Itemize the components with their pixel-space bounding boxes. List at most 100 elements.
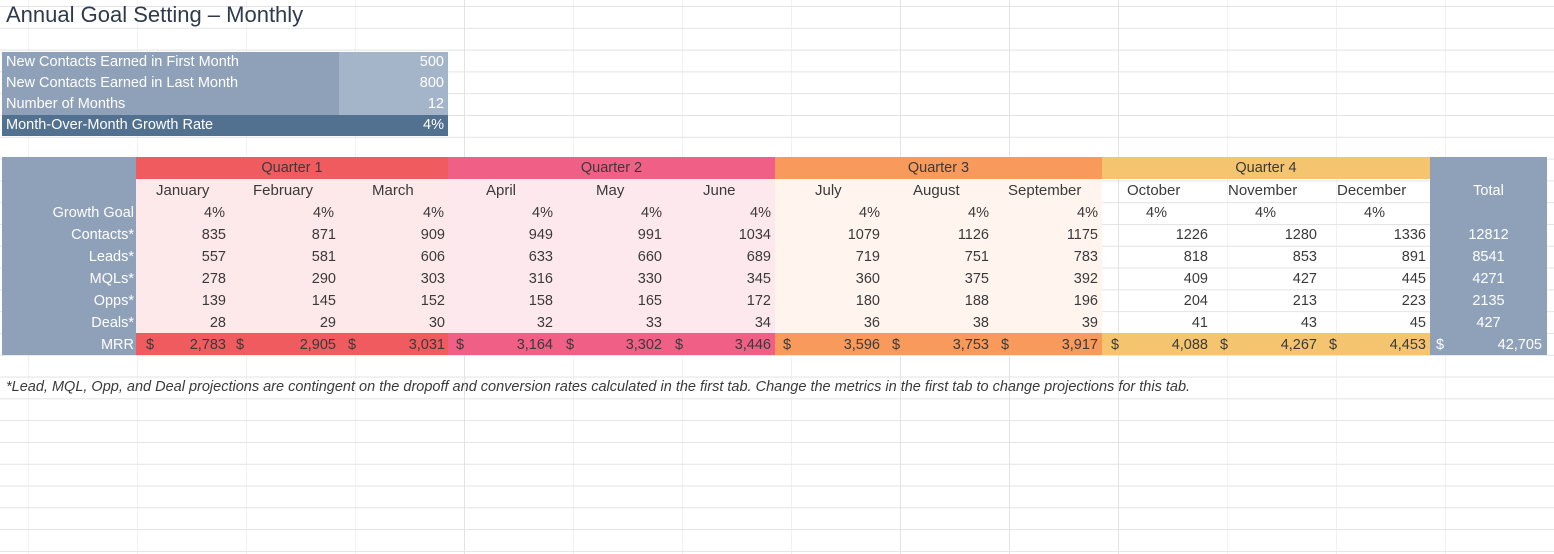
contacts-cell[interactable]: 1034 (738, 227, 771, 243)
opps-cell[interactable]: 180 (855, 293, 880, 309)
summary-value-first-month[interactable]: 500 (339, 52, 448, 73)
contacts-cell[interactable]: 835 (201, 227, 226, 243)
summary-label-growth-rate[interactable]: Month-Over-Month Growth Rate (2, 115, 339, 136)
leads-cell[interactable]: 818 (1183, 249, 1208, 265)
deals-cell[interactable]: 38 (972, 315, 989, 331)
total-opps[interactable]: 2135 (1472, 293, 1505, 309)
opps-cell[interactable]: 152 (420, 293, 445, 309)
quarter-2-header[interactable]: Quarter 2 (448, 157, 775, 179)
month-header[interactable]: June (703, 182, 736, 199)
contacts-cell[interactable]: 1280 (1284, 227, 1317, 243)
mrr-cell[interactable]: 3,446 (734, 337, 771, 353)
leads-cell[interactable]: 660 (637, 249, 662, 265)
contacts-cell[interactable]: 1226 (1175, 227, 1208, 243)
growth-goal-cell[interactable]: 4% (204, 205, 225, 221)
mqls-cell[interactable]: 303 (420, 271, 445, 287)
leads-cell[interactable]: 891 (1401, 249, 1426, 265)
mrr-cell[interactable]: 3,031 (408, 337, 445, 353)
mrr-cell[interactable]: 3,753 (952, 337, 989, 353)
opps-cell[interactable]: 158 (528, 293, 553, 309)
mqls-cell[interactable]: 330 (637, 271, 662, 287)
contacts-cell[interactable]: 1126 (957, 227, 989, 243)
deals-cell[interactable]: 28 (209, 315, 226, 331)
leads-cell[interactable]: 557 (201, 249, 226, 265)
contacts-cell[interactable]: 909 (420, 227, 445, 243)
growth-goal-cell[interactable]: 4% (1364, 205, 1385, 221)
leads-cell[interactable]: 751 (964, 249, 989, 265)
month-header[interactable]: April (486, 182, 517, 199)
leads-cell[interactable]: 853 (1292, 249, 1317, 265)
mqls-cell[interactable]: 375 (964, 271, 989, 287)
mqls-cell[interactable]: 290 (311, 271, 336, 287)
mqls-cell[interactable]: 392 (1073, 271, 1098, 287)
deals-cell[interactable]: 34 (754, 315, 771, 331)
quarter-3-header[interactable]: Quarter 3 (775, 157, 1102, 179)
summary-label-first-month[interactable]: New Contacts Earned in First Month (2, 52, 339, 73)
contacts-cell[interactable]: 1336 (1393, 227, 1426, 243)
leads-cell[interactable]: 606 (420, 249, 445, 265)
total-mqls[interactable]: 4271 (1472, 271, 1505, 287)
opps-cell[interactable]: 196 (1073, 293, 1098, 309)
leads-cell[interactable]: 719 (855, 249, 880, 265)
leads-cell[interactable]: 633 (528, 249, 553, 265)
quarter-4-header[interactable]: Quarter 4 (1102, 157, 1430, 179)
deals-cell[interactable]: 33 (645, 315, 662, 331)
leads-cell[interactable]: 689 (746, 249, 771, 265)
contacts-cell[interactable]: 949 (528, 227, 553, 243)
growth-goal-cell[interactable]: 4% (532, 205, 553, 221)
mrr-cell[interactable]: 3,596 (843, 337, 880, 353)
opps-cell[interactable]: 213 (1292, 293, 1317, 309)
growth-goal-cell[interactable]: 4% (859, 205, 880, 221)
month-header[interactable]: July (815, 182, 842, 199)
mqls-cell[interactable]: 427 (1292, 271, 1317, 287)
mrr-cell[interactable]: 3,917 (1061, 337, 1098, 353)
mqls-cell[interactable]: 278 (201, 271, 226, 287)
opps-cell[interactable]: 204 (1183, 293, 1208, 309)
summary-value-growth-rate[interactable]: 4% (339, 115, 448, 136)
mrr-cell[interactable]: 2,783 (189, 337, 226, 353)
mqls-cell[interactable]: 409 (1183, 271, 1208, 287)
deals-cell[interactable]: 29 (319, 315, 336, 331)
growth-goal-cell[interactable]: 4% (1146, 205, 1167, 221)
total-mrr[interactable]: 42,705 (1497, 337, 1542, 353)
deals-cell[interactable]: 39 (1081, 315, 1098, 331)
mrr-cell[interactable]: 4,453 (1389, 337, 1426, 353)
month-header[interactable]: February (253, 182, 314, 199)
leads-cell[interactable]: 581 (311, 249, 336, 265)
leads-cell[interactable]: 783 (1073, 249, 1098, 265)
deals-cell[interactable]: 43 (1300, 315, 1317, 331)
summary-value-number-months[interactable]: 12 (339, 94, 448, 115)
deals-cell[interactable]: 36 (863, 315, 880, 331)
month-header[interactable]: November (1228, 182, 1298, 199)
month-header[interactable]: May (596, 182, 625, 199)
summary-label-last-month[interactable]: New Contacts Earned in Last Month (2, 73, 339, 94)
growth-goal-cell[interactable]: 4% (968, 205, 989, 221)
mrr-cell[interactable]: 3,164 (516, 337, 553, 353)
opps-cell[interactable]: 145 (311, 293, 336, 309)
opps-cell[interactable]: 172 (746, 293, 771, 309)
total-leads[interactable]: 8541 (1472, 249, 1505, 265)
summary-value-last-month[interactable]: 800 (339, 73, 448, 94)
mrr-cell[interactable]: 3,302 (625, 337, 662, 353)
mqls-cell[interactable]: 360 (855, 271, 880, 287)
month-header[interactable]: August (913, 182, 960, 199)
deals-cell[interactable]: 41 (1191, 315, 1208, 331)
total-header[interactable]: Total (1473, 183, 1504, 199)
month-header[interactable]: October (1127, 182, 1181, 199)
opps-cell[interactable]: 165 (637, 293, 662, 309)
mrr-cell[interactable]: 4,267 (1280, 337, 1317, 353)
mqls-cell[interactable]: 345 (746, 271, 771, 287)
growth-goal-cell[interactable]: 4% (1255, 205, 1276, 221)
deals-cell[interactable]: 45 (1409, 315, 1426, 331)
mqls-cell[interactable]: 445 (1401, 271, 1426, 287)
summary-label-number-months[interactable]: Number of Months (2, 94, 339, 115)
month-header[interactable]: September (1008, 182, 1082, 199)
quarter-1-header[interactable]: Quarter 1 (136, 157, 448, 179)
growth-goal-cell[interactable]: 4% (750, 205, 771, 221)
contacts-cell[interactable]: 1175 (1066, 227, 1098, 243)
total-deals[interactable]: 427 (1476, 315, 1501, 331)
mrr-cell[interactable]: 4,088 (1171, 337, 1208, 353)
opps-cell[interactable]: 188 (964, 293, 989, 309)
growth-goal-cell[interactable]: 4% (641, 205, 662, 221)
deals-cell[interactable]: 30 (428, 315, 445, 331)
